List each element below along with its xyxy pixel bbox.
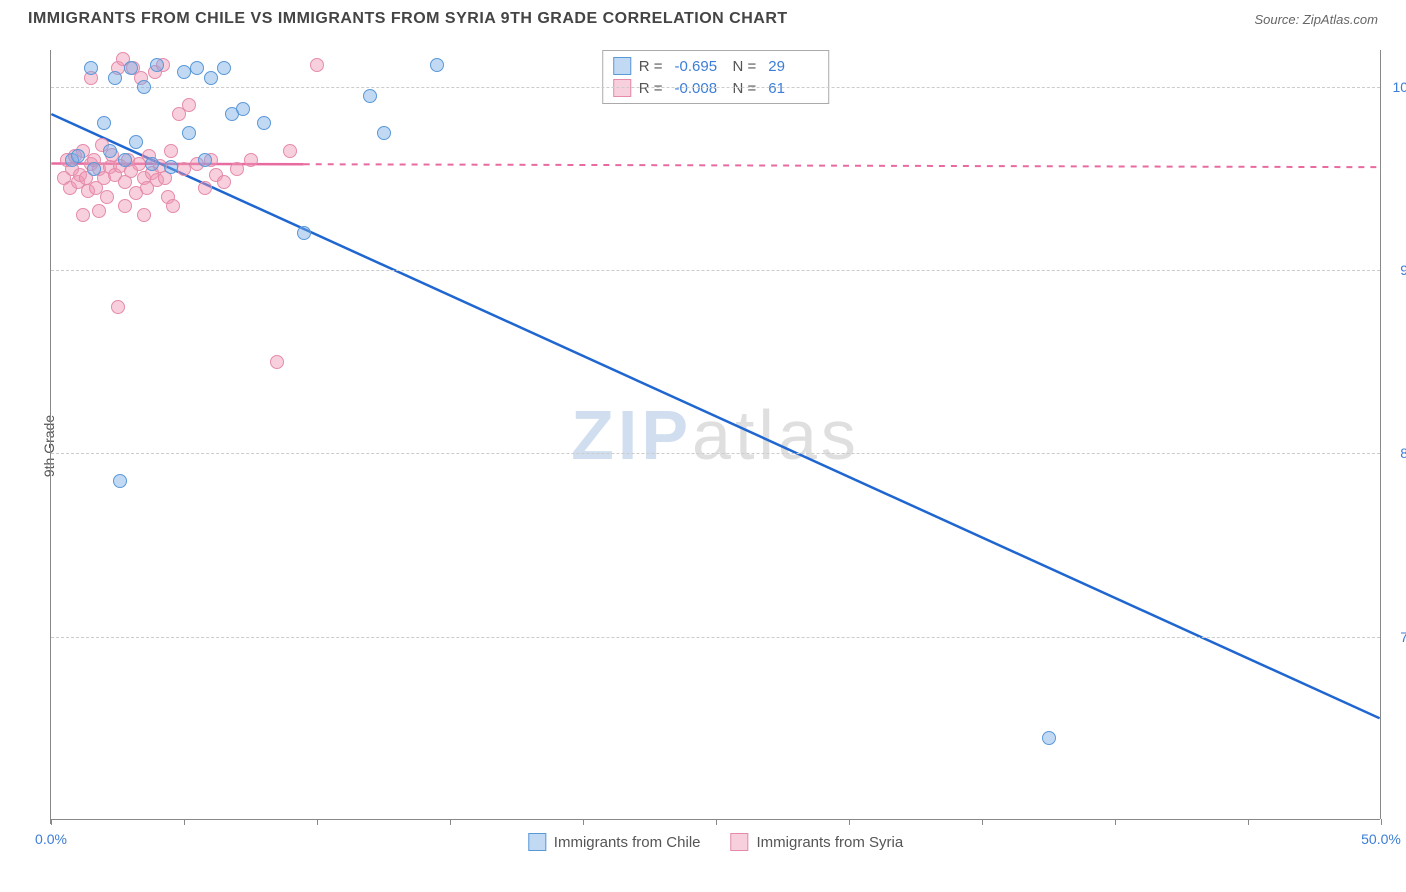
y-tick-label: 70.0%: [1400, 629, 1406, 645]
scatter-point-chile: [1042, 731, 1056, 745]
correlation-legend: R = -0.695 N = 29 R = -0.008 N = 61: [602, 50, 830, 104]
scatter-point-chile: [198, 153, 212, 167]
legend-row-chile: R = -0.695 N = 29: [613, 55, 819, 77]
scatter-point-syria: [310, 58, 324, 72]
swatch-syria: [613, 79, 631, 97]
x-tick: [982, 819, 983, 825]
x-tick: [849, 819, 850, 825]
legend-item-syria: Immigrants from Syria: [731, 833, 904, 851]
scatter-point-chile: [137, 80, 151, 94]
x-tick: [317, 819, 318, 825]
scatter-point-chile: [190, 61, 204, 75]
scatter-point-chile: [236, 102, 250, 116]
scatter-point-chile: [177, 65, 191, 79]
scatter-point-chile: [363, 89, 377, 103]
swatch-syria-icon: [731, 833, 749, 851]
y-tick-label: 80.0%: [1400, 445, 1406, 461]
scatter-point-syria: [244, 153, 258, 167]
scatter-point-syria: [76, 208, 90, 222]
scatter-point-chile: [103, 144, 117, 158]
scatter-point-syria: [283, 144, 297, 158]
y-tick-label: 100.0%: [1393, 79, 1406, 95]
scatter-point-chile: [150, 58, 164, 72]
scatter-point-chile: [204, 71, 218, 85]
trend-line: [51, 114, 1379, 718]
scatter-point-syria: [166, 199, 180, 213]
scatter-point-syria: [177, 162, 191, 176]
scatter-point-chile: [118, 153, 132, 167]
y-tick-label: 90.0%: [1400, 262, 1406, 278]
scatter-point-syria: [137, 208, 151, 222]
x-tick: [716, 819, 717, 825]
x-tick: [450, 819, 451, 825]
x-tick: [1115, 819, 1116, 825]
scatter-point-chile: [217, 61, 231, 75]
x-tick: [184, 819, 185, 825]
scatter-point-chile: [182, 126, 196, 140]
scatter-point-syria: [118, 199, 132, 213]
series-legend: Immigrants from Chile Immigrants from Sy…: [528, 833, 903, 851]
legend-item-chile: Immigrants from Chile: [528, 833, 701, 851]
scatter-point-chile: [87, 162, 101, 176]
x-tick-label: 50.0%: [1361, 831, 1401, 847]
chart-plot-area: ZIPatlas R = -0.695 N = 29 R = -0.008 N …: [50, 50, 1380, 820]
scatter-point-chile: [430, 58, 444, 72]
scatter-point-chile: [145, 157, 159, 171]
scatter-point-chile: [377, 126, 391, 140]
gridline: [51, 270, 1380, 271]
x-tick: [1381, 819, 1382, 825]
x-tick-label: 0.0%: [35, 831, 67, 847]
scatter-point-syria: [230, 162, 244, 176]
scatter-point-syria: [182, 98, 196, 112]
swatch-chile-icon: [528, 833, 546, 851]
scatter-point-chile: [71, 149, 85, 163]
x-tick: [583, 819, 584, 825]
gridline: [51, 87, 1380, 88]
scatter-point-chile: [97, 116, 111, 130]
scatter-point-chile: [257, 116, 271, 130]
scatter-point-syria: [92, 204, 106, 218]
gridline: [51, 453, 1380, 454]
scatter-point-syria: [270, 355, 284, 369]
scatter-point-syria: [164, 144, 178, 158]
source-attribution: Source: ZipAtlas.com: [1254, 12, 1378, 27]
scatter-point-chile: [108, 71, 122, 85]
scatter-point-syria: [217, 175, 231, 189]
scatter-point-chile: [113, 474, 127, 488]
scatter-point-chile: [84, 61, 98, 75]
scatter-point-chile: [124, 61, 138, 75]
gridline: [51, 637, 1380, 638]
scatter-point-chile: [297, 226, 311, 240]
trend-line: [304, 164, 1380, 167]
watermark: ZIPatlas: [571, 395, 860, 475]
chart-title: IMMIGRANTS FROM CHILE VS IMMIGRANTS FROM…: [28, 10, 788, 28]
scatter-point-chile: [164, 160, 178, 174]
scatter-point-syria: [100, 190, 114, 204]
scatter-point-syria: [111, 300, 125, 314]
swatch-chile: [613, 57, 631, 75]
scatter-point-chile: [129, 135, 143, 149]
x-tick: [1248, 819, 1249, 825]
legend-row-syria: R = -0.008 N = 61: [613, 77, 819, 99]
x-tick: [51, 819, 52, 825]
scatter-point-syria: [198, 181, 212, 195]
